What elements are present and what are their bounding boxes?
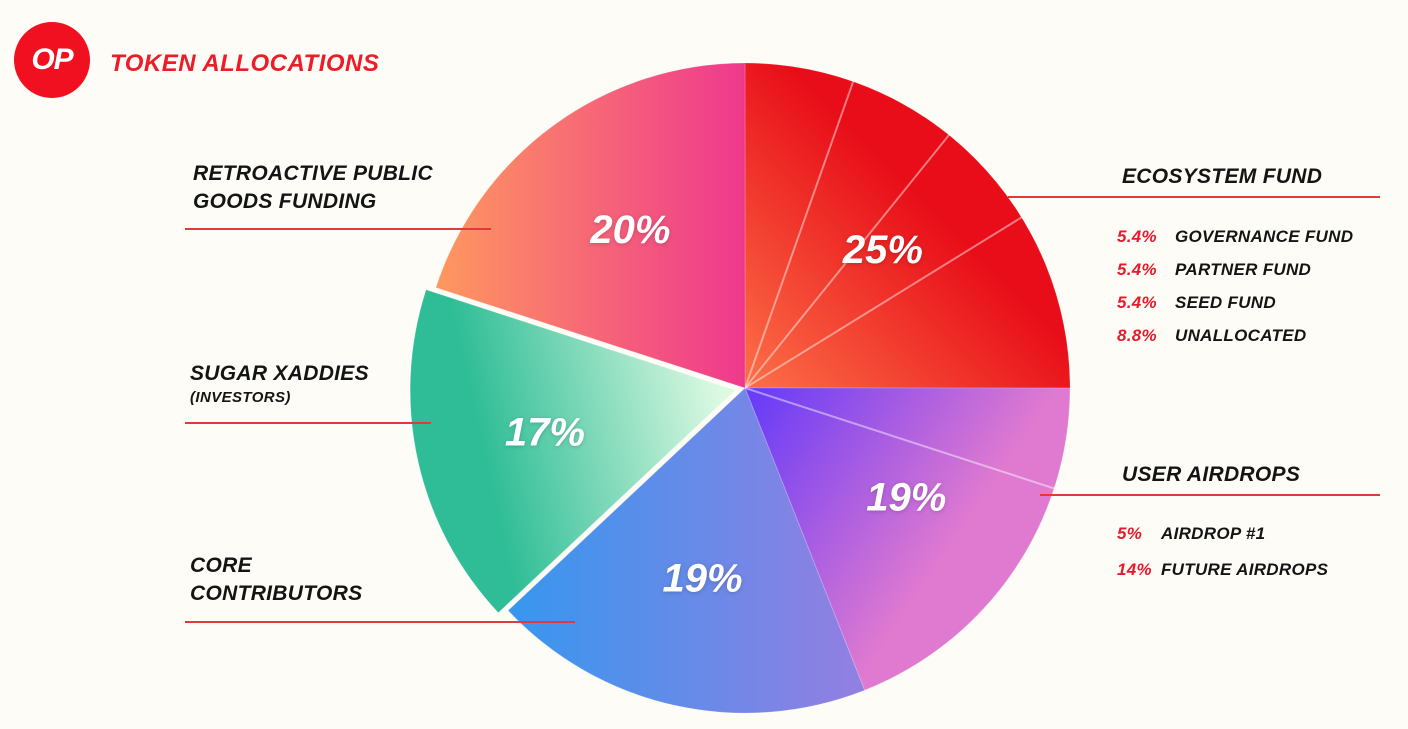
label-line: GOODS FUNDING (193, 190, 377, 214)
pie-slice-user-airdrops: 19% (744, 387, 1071, 691)
breakdown-label: SEED FUND (1175, 293, 1276, 312)
ecosystem-fund-breakdown: 5.4% GOVERNANCE FUND 5.4% PARTNER FUND 5… (1117, 227, 1353, 346)
breakdown-label: AIRDROP #1 (1161, 524, 1266, 543)
breakdown-label: FUTURE AIRDROPS (1161, 560, 1329, 579)
label-line: CORE (190, 554, 252, 577)
user-airdrops-breakdown: 5% AIRDROP #1 14% FUTURE AIRDROPS (1117, 524, 1328, 580)
breakdown-label: GOVERNANCE FUND (1175, 227, 1354, 246)
page-title: TOKEN ALLOCATIONS (110, 50, 380, 77)
label-line-small: (INVESTORS) (190, 389, 291, 407)
breakdown-pct: 5.4% (1117, 227, 1157, 246)
pie-percent-label: 19% (662, 556, 742, 600)
label-retroactive-public-goods-funding: RETROACTIVE PUBLIC GOODS FUNDING (193, 160, 433, 217)
pie-subslice-divider (744, 387, 1055, 490)
leader-line-airdrops (1040, 494, 1380, 496)
pie-subslice-divider (744, 134, 950, 389)
breakdown-pct: 5.4% (1117, 293, 1157, 312)
breakdown-label: PARTNER FUND (1175, 260, 1312, 279)
breakdown-pct: 5.4% (1117, 260, 1157, 279)
pie-slice-core-contributors: 19% (507, 387, 866, 714)
label-core-contributors: CORE CONTRIBUTORS (190, 552, 362, 609)
pie-percent-label: 20% (589, 208, 670, 252)
label-line: SUGAR XADDIES (190, 362, 369, 385)
breakdown-pct: 14% (1117, 560, 1152, 579)
breakdown-row: 5.4% PARTNER FUND (1117, 260, 1353, 280)
pie-percent-label: 25% (842, 228, 923, 272)
pie-subslice-divider (744, 81, 855, 389)
leader-line-sugar (185, 422, 431, 424)
pie-slice-ecosystem-fund: 25% (744, 62, 1071, 389)
op-logo-text: OP (31, 43, 73, 76)
pie-percent-label: 19% (866, 476, 946, 520)
label-line: RETROACTIVE PUBLIC (193, 162, 433, 185)
breakdown-row: 5.4% SEED FUND (1117, 293, 1353, 313)
breakdown-row: 5.4% GOVERNANCE FUND (1117, 227, 1353, 247)
breakdown-label: UNALLOCATED (1175, 326, 1307, 345)
label-user-airdrops: USER AIRDROPS (1122, 463, 1301, 486)
pie-subslice-divider (744, 216, 1023, 389)
pie-slice-retroactive-public-goods-funding: 20% (435, 62, 746, 389)
label-ecosystem-fund: ECOSYSTEM FUND (1122, 165, 1323, 188)
breakdown-row: 5% AIRDROP #1 (1117, 524, 1328, 544)
breakdown-pct: 5% (1117, 524, 1143, 543)
breakdown-row: 8.8% UNALLOCATED (1117, 326, 1353, 346)
pie-slice-sugar-xaddies-investors: 17% (409, 289, 737, 614)
op-logo: OP (14, 22, 90, 98)
leader-line-core (185, 621, 575, 623)
leader-line-retro (185, 228, 491, 230)
label-sugar-xaddies: SUGAR XADDIES (INVESTORS) (190, 360, 369, 409)
label-line: CONTRIBUTORS (190, 582, 363, 606)
pie-percent-label: 17% (505, 411, 585, 455)
leader-line-ecosystem (1008, 196, 1380, 198)
breakdown-pct: 8.8% (1117, 326, 1157, 345)
breakdown-row: 14% FUTURE AIRDROPS (1117, 560, 1328, 580)
